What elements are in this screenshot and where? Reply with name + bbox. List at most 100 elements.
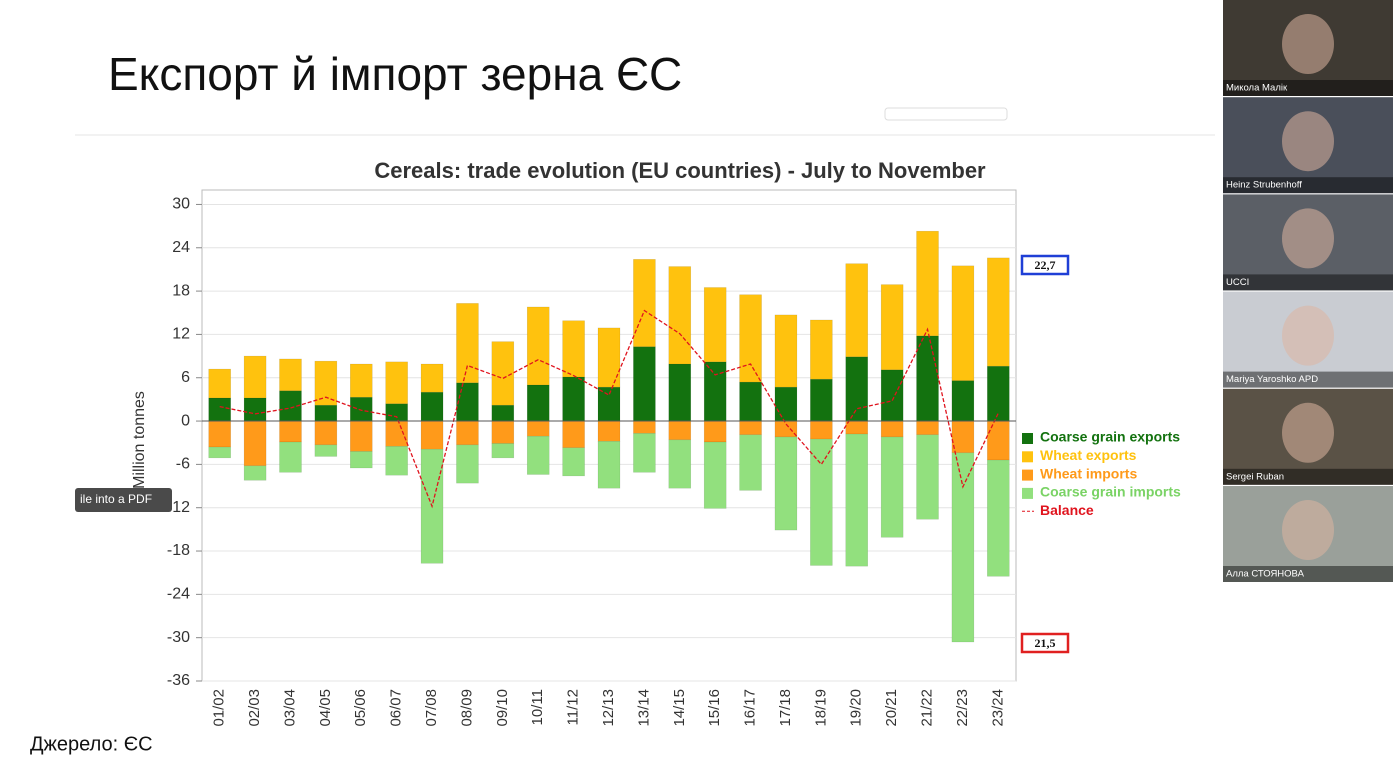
legend-swatch bbox=[1022, 469, 1033, 481]
bar-segment bbox=[987, 459, 1010, 577]
y-tick-label: 0 bbox=[181, 412, 190, 429]
name-bar bbox=[1223, 468, 1393, 485]
bar-segment bbox=[243, 420, 267, 467]
bar-segment bbox=[703, 361, 727, 422]
participant-name: Mariya Yaroshko APD bbox=[1226, 374, 1318, 385]
bar-segment bbox=[385, 403, 408, 422]
bar-segment bbox=[987, 257, 1010, 367]
name-bar bbox=[1223, 177, 1393, 194]
bar-segment bbox=[880, 436, 904, 538]
bar-segment bbox=[314, 420, 338, 446]
bar-segment bbox=[810, 420, 833, 440]
x-tick-label: 05/06 bbox=[352, 689, 369, 727]
bar-segment bbox=[774, 314, 798, 388]
y-tick-label: 30 bbox=[172, 196, 190, 213]
participant-silhouette bbox=[1282, 402, 1334, 463]
bar-segment bbox=[208, 446, 231, 459]
bar-segment bbox=[703, 420, 727, 443]
bar-segment bbox=[491, 443, 515, 459]
legend-swatch bbox=[1022, 487, 1033, 499]
x-tick-label: 17/18 bbox=[777, 689, 794, 727]
bar-segment bbox=[880, 420, 904, 438]
bar-segment bbox=[456, 444, 479, 484]
bar-segment bbox=[703, 441, 727, 509]
bar-segment bbox=[774, 386, 798, 422]
bar-segment bbox=[491, 420, 515, 444]
y-tick-label: -30 bbox=[167, 629, 190, 646]
x-tick-label: 03/04 bbox=[281, 689, 298, 727]
bar-segment bbox=[314, 360, 338, 406]
y-tick-label: 6 bbox=[181, 369, 190, 386]
bar-segment bbox=[951, 265, 975, 381]
annotation-box bbox=[1020, 254, 1070, 276]
annotation-text: 22,7 bbox=[1035, 258, 1056, 272]
bar-segment bbox=[845, 420, 868, 435]
bar-segment bbox=[350, 363, 373, 398]
bar-segment bbox=[810, 319, 833, 380]
bar-segment bbox=[668, 266, 692, 365]
x-tick-label: 13/14 bbox=[635, 689, 652, 727]
chart-title: Cereals: trade evolution (EU countries) … bbox=[374, 158, 986, 183]
x-tick-label: 09/10 bbox=[494, 689, 511, 727]
bar-segment bbox=[526, 435, 550, 475]
participant-name: Алла СТОЯНОВА bbox=[1226, 569, 1305, 580]
bar-segment bbox=[880, 284, 904, 371]
legend-label: Wheat exports bbox=[1040, 447, 1137, 463]
bar-segment bbox=[668, 420, 692, 441]
bar-segment bbox=[562, 320, 585, 378]
participant-silhouette bbox=[1282, 111, 1334, 172]
x-tick-label: 04/05 bbox=[317, 689, 334, 727]
x-tick-label: 08/09 bbox=[458, 689, 475, 727]
x-tick-label: 01/02 bbox=[211, 689, 228, 727]
bar-segment bbox=[314, 404, 338, 422]
bar-segment bbox=[810, 378, 833, 422]
bar-segment bbox=[385, 420, 408, 447]
bar-segment bbox=[526, 420, 550, 437]
participant-silhouette bbox=[1282, 500, 1334, 560]
bar-segment bbox=[456, 420, 479, 446]
bar-segment bbox=[420, 420, 444, 450]
chart: -36 -30 -24 -18 -12 -6 0 6 12 18 24 30 01/02 02/03 03/… bbox=[167, 189, 1181, 727]
x-tick-label: 22/23 bbox=[954, 689, 971, 727]
bar-segment bbox=[243, 355, 267, 399]
bar-segment bbox=[597, 441, 621, 489]
legend-label: Coarse grain exports bbox=[1040, 429, 1180, 445]
y-tick-label: -12 bbox=[167, 499, 190, 516]
bar-segment bbox=[633, 346, 656, 422]
bar-segment bbox=[951, 380, 975, 422]
bar-segment bbox=[279, 358, 302, 391]
x-tick-label: 15/16 bbox=[706, 689, 723, 727]
participant-silhouette bbox=[1282, 14, 1334, 74]
bar-segment bbox=[350, 396, 373, 422]
bar-segment bbox=[350, 420, 373, 452]
bar-segment bbox=[739, 381, 762, 422]
bar-segment bbox=[562, 376, 585, 422]
bar-segment bbox=[845, 263, 868, 358]
bar-segment bbox=[243, 397, 267, 422]
x-tick-label: 02/03 bbox=[246, 689, 263, 727]
bar-segment bbox=[597, 327, 621, 388]
x-tick-label: 06/07 bbox=[388, 689, 405, 727]
participant-silhouette bbox=[1282, 305, 1334, 366]
bar-segment bbox=[456, 382, 479, 422]
y-tick-label: 12 bbox=[172, 326, 190, 343]
x-tick-label: 18/19 bbox=[812, 689, 829, 727]
slide-title: Експорт й імпорт зерна ЄС bbox=[108, 48, 682, 100]
participant-name: UCCI bbox=[1226, 277, 1249, 288]
y-tick-label: 24 bbox=[172, 239, 190, 256]
bar-segment bbox=[420, 363, 444, 393]
participant-tiles: Микола Малік Heinz Strubenhoff UCCI Mariya … bbox=[1223, 0, 1393, 582]
balance-line bbox=[219, 309, 999, 509]
bar-segment bbox=[880, 369, 904, 422]
bar-segment bbox=[385, 361, 408, 404]
y-tick-label: -24 bbox=[167, 586, 190, 603]
bar-segment bbox=[456, 303, 479, 384]
x-tick-label: 14/15 bbox=[671, 689, 688, 727]
bar-segment bbox=[350, 451, 373, 469]
bar-segment bbox=[810, 438, 833, 566]
bar-segment bbox=[703, 287, 727, 363]
toolbar-frame bbox=[884, 107, 1008, 121]
bar-segment bbox=[279, 420, 302, 443]
legend-swatch bbox=[1022, 433, 1033, 444]
legend-label: Wheat imports bbox=[1040, 465, 1137, 481]
